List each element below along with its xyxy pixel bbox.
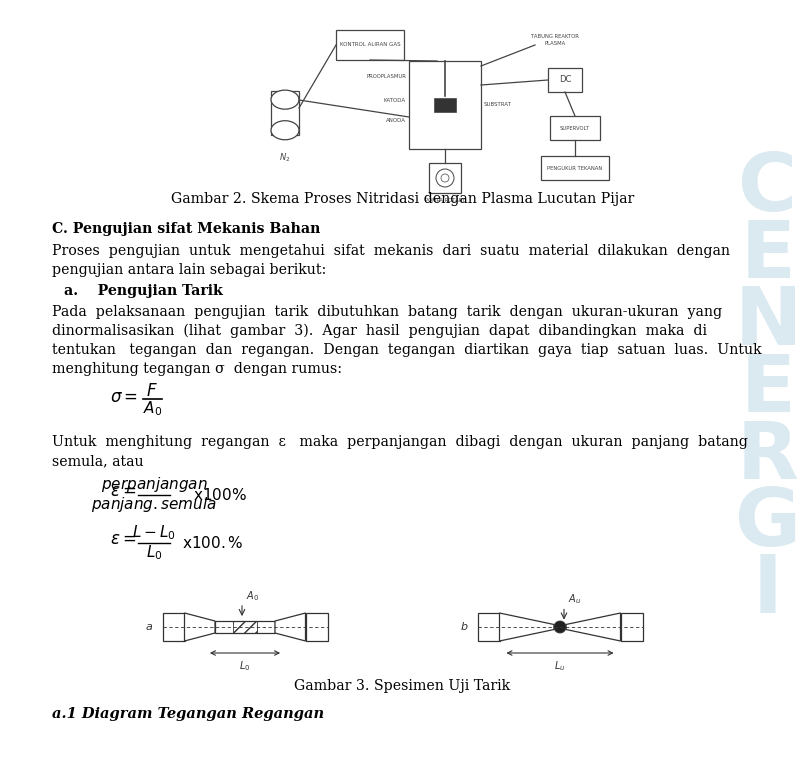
Text: a.1 Diagram Tegangan Regangan: a.1 Diagram Tegangan Regangan: [52, 707, 324, 721]
Polygon shape: [499, 613, 554, 641]
Text: Proses  pengujian  untuk  mengetahui  sifat  mekanis  dari  suatu  material  dil: Proses pengujian untuk mengetahui sifat …: [52, 244, 730, 258]
Text: POMPA ROTARY: POMPA ROTARY: [425, 198, 465, 203]
Text: ANODA: ANODA: [386, 117, 406, 122]
Bar: [541, 156, 609, 180]
Text: C
E
N
E
R
G
I: C E N E R G I: [734, 150, 802, 630]
Bar: [429, 163, 461, 193]
Text: Untuk  menghitung  regangan  ε   maka  perpanjangan  dibagi  dengan  ukuran  pan: Untuk menghitung regangan ε maka perpanj…: [52, 435, 748, 449]
Text: $L_u$: $L_u$: [555, 659, 566, 673]
Text: semula, atau: semula, atau: [52, 454, 144, 468]
Text: C. Pengujian sifat Mekanis Bahan: C. Pengujian sifat Mekanis Bahan: [52, 222, 320, 236]
Bar: [163, 613, 184, 641]
Bar: [477, 613, 499, 641]
Polygon shape: [184, 613, 215, 641]
Bar: [233, 621, 257, 633]
Text: Gambar 2. Skema Proses Nitridasi dengan Plasma Lucutan Pijar: Gambar 2. Skema Proses Nitridasi dengan …: [171, 192, 634, 206]
Text: $L - L_0$: $L - L_0$: [132, 524, 176, 543]
Text: a.    Pengujian Tarik: a. Pengujian Tarik: [64, 284, 223, 298]
Bar: [434, 98, 456, 112]
Text: $F$: $F$: [147, 382, 159, 400]
Text: $\mathit{perpanjangan}$: $\mathit{perpanjangan}$: [101, 475, 208, 495]
Text: $L_0$: $L_0$: [146, 543, 163, 562]
Bar: [271, 91, 299, 135]
Circle shape: [441, 174, 449, 182]
Text: $A_0$: $A_0$: [246, 589, 259, 603]
Text: $A_u$: $A_u$: [568, 593, 581, 607]
Text: DC: DC: [559, 75, 572, 85]
Ellipse shape: [271, 90, 299, 109]
Text: $\varepsilon =$: $\varepsilon =$: [110, 482, 137, 500]
Text: $\sigma =$: $\sigma =$: [110, 388, 138, 406]
Text: $\varepsilon =$: $\varepsilon =$: [110, 530, 137, 548]
Text: SUPERVOLT: SUPERVOLT: [560, 125, 590, 131]
Bar: [548, 68, 582, 92]
Text: tentukan   tegangan  dan  regangan.  Dengan  tegangan  diartikan  gaya  tiap  sa: tentukan tegangan dan regangan. Dengan t…: [52, 343, 762, 357]
Text: menghitung tegangan σ  dengan rumus:: menghitung tegangan σ dengan rumus:: [52, 362, 342, 376]
Text: PENGUKUR TEKANAN: PENGUKUR TEKANAN: [547, 165, 603, 171]
Text: $A_0$: $A_0$: [142, 399, 162, 418]
Bar: [336, 30, 404, 60]
Text: KONTROL ALIRAN GAS: KONTROL ALIRAN GAS: [340, 42, 400, 48]
Polygon shape: [275, 613, 306, 641]
Text: TABUNG REAKTOR
PLASMA: TABUNG REAKTOR PLASMA: [531, 34, 579, 45]
Text: dinormalisasikan  (lihat  gambar  3).  Agar  hasil  pengujian  dapat  dibandingk: dinormalisasikan (lihat gambar 3). Agar …: [52, 324, 708, 338]
Bar: [550, 116, 600, 140]
Circle shape: [436, 169, 454, 187]
Bar: [306, 613, 328, 641]
Text: pengujian antara lain sebagai berikut:: pengujian antara lain sebagai berikut:: [52, 263, 327, 277]
Bar: [621, 613, 642, 641]
Text: $L_0$: $L_0$: [239, 659, 250, 673]
Text: $\mathrm{x100.\%}$: $\mathrm{x100.\%}$: [182, 535, 244, 551]
Text: $\mathrm{x100\%}$: $\mathrm{x100\%}$: [193, 487, 247, 503]
Polygon shape: [566, 613, 621, 641]
Text: a: a: [146, 622, 152, 632]
Text: $\mathit{panjang.semula}$: $\mathit{panjang.semula}$: [92, 496, 217, 514]
Text: Gambar 3. Spesimen Uji Tarik: Gambar 3. Spesimen Uji Tarik: [295, 679, 510, 693]
Text: b: b: [460, 622, 468, 632]
Text: SUBSTRAT: SUBSTRAT: [484, 103, 512, 107]
Ellipse shape: [271, 121, 299, 139]
Text: KATODA: KATODA: [384, 98, 406, 103]
Bar: [215, 621, 275, 633]
Bar: [409, 61, 481, 149]
Text: $N_2$: $N_2$: [279, 152, 291, 164]
Text: PROOPLASMUR: PROOPLASMUR: [366, 74, 406, 80]
Circle shape: [554, 621, 566, 633]
Text: Pada  pelaksanaan  pengujian  tarik  dibutuhkan  batang  tarik  dengan  ukuran-u: Pada pelaksanaan pengujian tarik dibutuh…: [52, 305, 722, 319]
